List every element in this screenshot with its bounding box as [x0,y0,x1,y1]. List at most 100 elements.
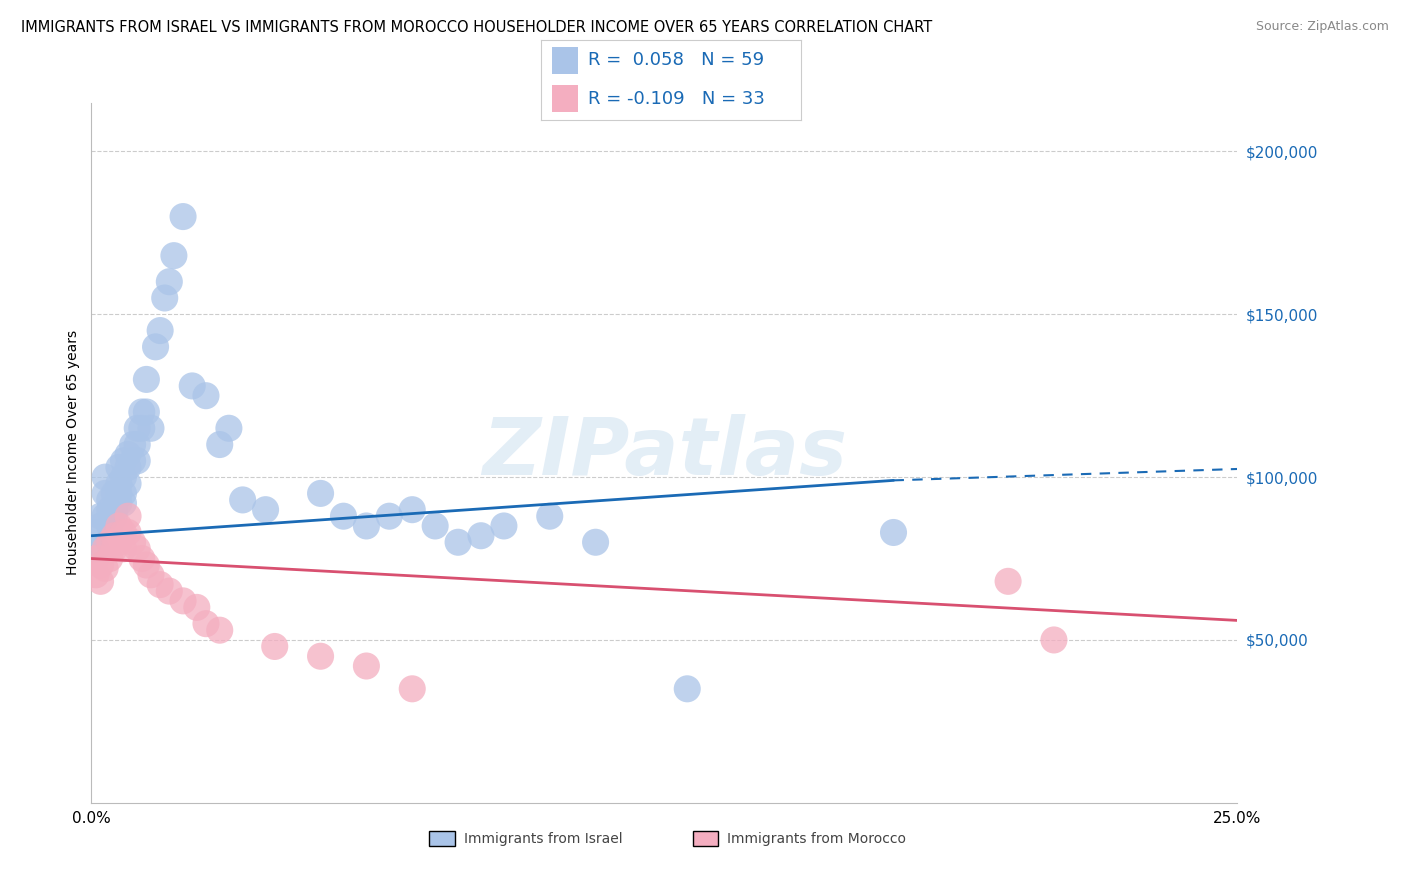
Point [401,681,423,696]
Point [112,525,135,540]
Point [149,577,172,591]
Point [90,558,112,572]
Point [117,476,139,491]
Point [108,486,131,500]
Point [309,486,332,500]
Point [98,502,121,516]
Point [108,535,131,549]
Text: Source: ZipAtlas.com: Source: ZipAtlas.com [1256,20,1389,33]
Point [172,594,194,608]
Point [84,551,107,566]
Point [84,567,107,582]
Point [186,600,208,615]
Point [139,421,162,435]
Point [149,324,172,338]
Point [103,529,125,543]
Point [117,525,139,540]
Point [356,659,378,673]
Point [117,509,139,524]
Point [153,291,176,305]
Point [112,454,135,468]
Point [172,210,194,224]
Text: R =  0.058   N = 59: R = 0.058 N = 59 [588,51,765,70]
Point [98,535,121,549]
Point [447,535,470,549]
Point [108,476,131,491]
Bar [551,46,578,74]
Point [84,525,107,540]
Point [90,574,112,589]
Point [94,561,117,575]
Point [538,509,561,524]
Point [157,584,180,599]
Point [112,486,135,500]
Point [94,541,117,556]
Point [90,519,112,533]
Point [882,525,904,540]
FancyBboxPatch shape [693,830,718,847]
Point [112,496,135,510]
Point [121,437,143,451]
Point [94,509,117,524]
Point [121,535,143,549]
Point [103,541,125,556]
Point [127,454,149,468]
Point [103,509,125,524]
Point [263,640,285,654]
Point [135,558,157,572]
Point [401,502,423,516]
Point [194,389,217,403]
Point [108,519,131,533]
Text: R = -0.109   N = 33: R = -0.109 N = 33 [588,90,765,108]
Text: Immigrants from Morocco: Immigrants from Morocco [727,831,907,846]
Point [139,567,162,582]
Point [117,460,139,475]
Bar [551,85,578,112]
Point [103,502,125,516]
Point [254,502,277,516]
Point [676,681,699,696]
Point [108,460,131,475]
Point [145,340,167,354]
Point [232,492,254,507]
Point [585,535,607,549]
Point [208,437,231,451]
Point [94,486,117,500]
Text: ZIPatlas: ZIPatlas [482,414,846,491]
Point [163,249,186,263]
Point [470,529,492,543]
Point [98,551,121,566]
Point [112,541,135,556]
Point [135,372,157,386]
Point [108,496,131,510]
Point [103,486,125,500]
Point [84,541,107,556]
Point [112,470,135,484]
Y-axis label: Householder Income Over 65 years: Householder Income Over 65 years [66,330,80,575]
Point [127,421,149,435]
Point [117,447,139,461]
Point [194,616,217,631]
Point [121,454,143,468]
Point [131,421,153,435]
Point [127,437,149,451]
Point [90,509,112,524]
Point [98,519,121,533]
Point [997,574,1019,589]
Point [423,519,446,533]
Point [98,492,121,507]
Point [1043,632,1066,647]
Text: Immigrants from Israel: Immigrants from Israel [464,831,623,846]
Point [157,275,180,289]
Point [208,623,231,637]
Point [356,519,378,533]
Point [309,649,332,664]
Point [332,509,354,524]
Point [218,421,240,435]
Point [94,470,117,484]
Point [492,519,515,533]
Point [135,405,157,419]
Point [131,405,153,419]
Text: IMMIGRANTS FROM ISRAEL VS IMMIGRANTS FROM MOROCCO HOUSEHOLDER INCOME OVER 65 YEA: IMMIGRANTS FROM ISRAEL VS IMMIGRANTS FRO… [21,20,932,35]
Point [181,379,204,393]
